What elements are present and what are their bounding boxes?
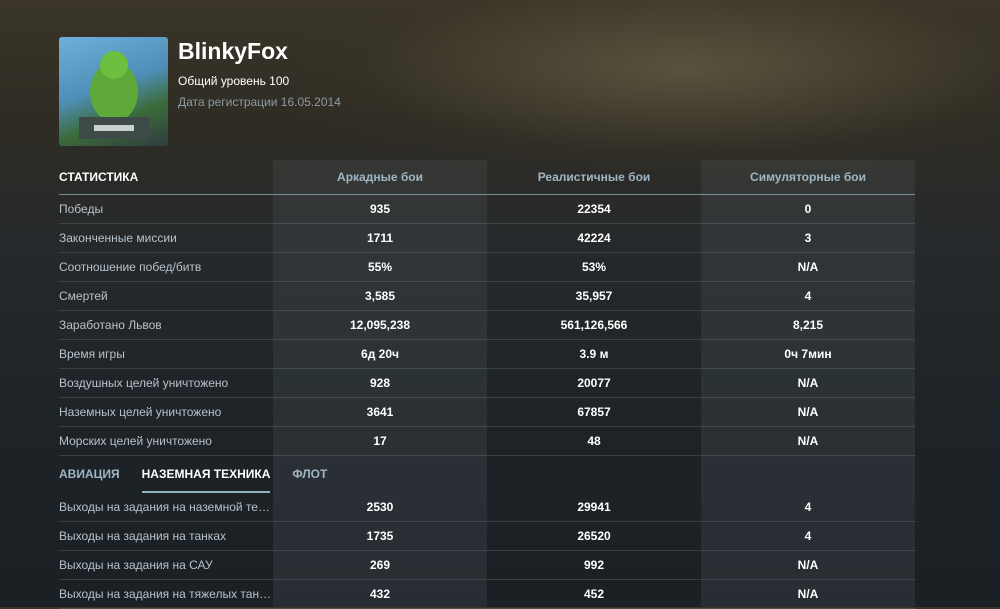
stat-value: N/A xyxy=(797,260,819,274)
stat-label: Победы xyxy=(59,202,104,216)
stat-row: Соотношение побед/битв 55% 53% N/A xyxy=(59,253,915,282)
stat-value: 935 xyxy=(369,202,391,216)
stat-value: 29941 xyxy=(577,500,611,514)
stat-value: 3641 xyxy=(366,405,394,419)
stat-row: Смертей 3,585 35,957 4 xyxy=(59,282,915,311)
stat-value: 67857 xyxy=(577,405,611,419)
stat-value: 992 xyxy=(583,558,605,572)
stat-row: Морских целей уничтожено 17 48 N/A xyxy=(59,427,915,456)
stat-value: N/A xyxy=(797,587,819,601)
player-level: Общий уровень 100 xyxy=(178,74,290,88)
avatar-art xyxy=(79,51,149,139)
player-name: BlinkyFox xyxy=(178,38,288,64)
stat-row: Время игры 6д 20ч 3.9 м 0ч 7мин xyxy=(59,340,915,369)
stat-value: 3 xyxy=(804,231,812,245)
stat-value: 53% xyxy=(581,260,607,274)
stat-value: 4 xyxy=(804,289,812,303)
column-header: Реалистичные бои xyxy=(537,170,651,184)
stat-row: Выходы на задания на тяжелых тан… 432 452 N… xyxy=(59,580,915,609)
stat-label: Время игры xyxy=(59,347,125,361)
stat-row: Заработано Львов 12,095,238 561,126,566 8,2… xyxy=(59,311,915,340)
column-header: Симуляторные бои xyxy=(750,170,866,184)
stat-value: 269 xyxy=(369,558,391,572)
stat-value: 452 xyxy=(583,587,605,601)
stat-label: Выходы на задания на тяжелых тан… xyxy=(59,587,272,601)
column-shade xyxy=(273,160,487,607)
stat-label: Законченные миссии xyxy=(59,231,177,245)
stat-row: Воздушных целей уничтожено 928 20077 N/A xyxy=(59,369,915,398)
stat-row: Наземных целей уничтожено 3641 67857 N/A xyxy=(59,398,915,427)
stat-label: Соотношение побед/битв xyxy=(59,260,202,274)
stat-label: Выходы на задания на САУ xyxy=(59,558,213,572)
stat-label: Морских целей уничтожено xyxy=(59,434,212,448)
header-row: СТАТИСТИКА Аркадные бои Реалистичные бои Си… xyxy=(59,160,915,195)
tab[interactable]: ФЛОТ xyxy=(292,467,328,481)
tab-bar: АВИАЦИЯ НАЗЕМНАЯ ТЕХНИКА ФЛОТ xyxy=(59,457,327,493)
stat-row: Законченные миссии 1711 42224 3 xyxy=(59,224,915,253)
stat-value: 0ч 7мин xyxy=(784,347,832,361)
stat-value: 8,215 xyxy=(792,318,824,332)
tab[interactable]: АВИАЦИЯ xyxy=(59,467,120,481)
stat-value: 432 xyxy=(369,587,391,601)
stat-value: N/A xyxy=(797,405,819,419)
stat-value: 12,095,238 xyxy=(349,318,411,332)
column-shade xyxy=(701,160,915,607)
stat-value: 35,957 xyxy=(575,289,613,303)
stat-value: 3,585 xyxy=(364,289,396,303)
stat-value: 1735 xyxy=(366,529,394,543)
column-header: Аркадные бои xyxy=(337,170,423,184)
stat-value: 928 xyxy=(369,376,391,390)
stat-value: 17 xyxy=(373,434,387,448)
registration-date: Дата регистрации 16.05.2014 xyxy=(178,95,341,109)
stat-value: 22354 xyxy=(577,202,611,216)
stat-value: 4 xyxy=(804,529,812,543)
tab[interactable]: НАЗЕМНАЯ ТЕХНИКА xyxy=(141,457,271,493)
stats-title: СТАТИСТИКА xyxy=(59,170,139,184)
stat-value: 3.9 м xyxy=(579,347,609,361)
stat-value: 1711 xyxy=(366,231,394,245)
stat-value: 561,126,566 xyxy=(560,318,628,332)
stat-row: Выходы на задания на танках 1735 26520 4 xyxy=(59,522,915,551)
stat-row: Выходы на задания на САУ 269 992 N/A xyxy=(59,551,915,580)
stat-value: 4 xyxy=(804,500,812,514)
stat-label: Смертей xyxy=(59,289,108,303)
stat-row: Выходы на задания на наземной те… 2530 299… xyxy=(59,493,915,522)
stat-value: 0 xyxy=(804,202,812,216)
stat-value: 2530 xyxy=(366,500,394,514)
stat-value: N/A xyxy=(797,376,819,390)
stat-value: 20077 xyxy=(577,376,611,390)
stat-value: N/A xyxy=(797,558,819,572)
stat-label: Выходы на задания на наземной те… xyxy=(59,500,270,514)
stat-value: 48 xyxy=(587,434,601,448)
stats-table: СТАТИСТИКА Аркадные бои Реалистичные бои Си… xyxy=(59,160,915,456)
stat-row: Победы 935 22354 0 xyxy=(59,195,915,224)
stat-label: Наземных целей уничтожено xyxy=(59,405,222,419)
stat-label: Заработано Львов xyxy=(59,318,162,332)
background-art xyxy=(300,0,1000,170)
stat-value: 26520 xyxy=(577,529,611,543)
stat-value: 42224 xyxy=(577,231,611,245)
vehicle-stats-table: Выходы на задания на наземной те… 2530 299… xyxy=(59,493,915,609)
stat-value: N/A xyxy=(797,434,819,448)
stat-value: 6д 20ч xyxy=(361,347,399,361)
stat-label: Выходы на задания на танках xyxy=(59,529,226,543)
avatar xyxy=(59,37,168,146)
stat-label: Воздушных целей уничтожено xyxy=(59,376,229,390)
stat-value: 55% xyxy=(367,260,393,274)
